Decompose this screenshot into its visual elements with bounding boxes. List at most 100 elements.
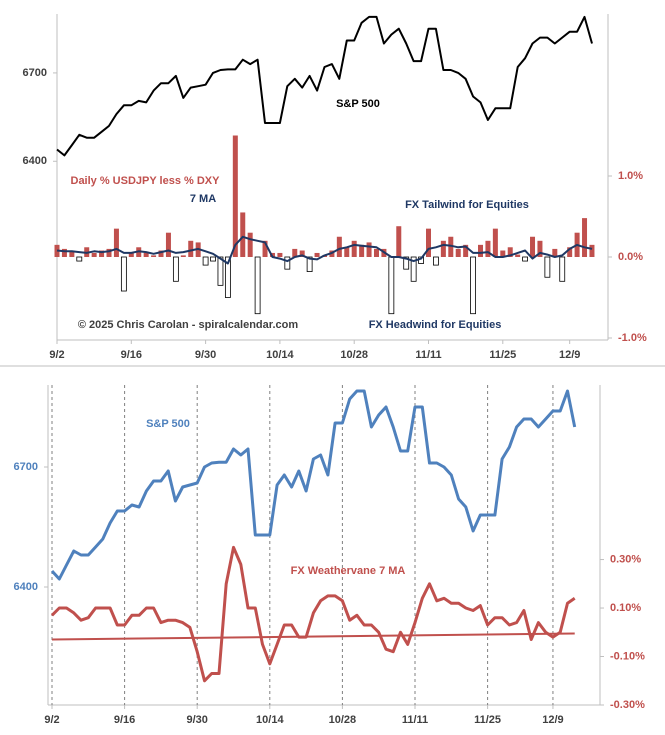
bar [202, 256, 209, 266]
bar [247, 232, 253, 257]
trendline [51, 632, 575, 641]
bar [143, 252, 149, 257]
bar [478, 244, 484, 257]
bar [359, 244, 365, 257]
bar [522, 256, 528, 262]
x-tick-label: 10/14 [256, 714, 284, 726]
bar [485, 240, 491, 257]
x-tick-label: 11/11 [415, 349, 441, 361]
series-line [50, 389, 577, 581]
bar [277, 252, 283, 257]
bar [284, 256, 291, 270]
y-tick-label: 6700 [23, 67, 47, 79]
bar [530, 236, 536, 257]
bar [217, 256, 224, 286]
bar [172, 256, 179, 282]
bar [373, 248, 379, 257]
series-line [56, 235, 593, 265]
annotation: FX Headwind for Equities [369, 319, 502, 331]
bar [61, 248, 67, 257]
bar [448, 236, 454, 257]
x-tick-label: 9/30 [186, 714, 207, 726]
bar [567, 247, 573, 257]
bar [210, 256, 216, 262]
x-tick-label: 9/16 [114, 714, 135, 726]
bar [240, 212, 246, 257]
x-tick-label: 10/14 [266, 349, 294, 361]
y2-tick-label: -1.0% [618, 332, 647, 344]
bar [544, 256, 551, 278]
series-line [56, 15, 593, 157]
bar [128, 252, 134, 257]
x-tick-label: 11/11 [402, 714, 428, 726]
x-tick-label: 11/25 [474, 714, 501, 726]
bar [188, 240, 194, 257]
annotation: © 2025 Chris Carolan - spiralcalendar.co… [78, 319, 298, 331]
bar [582, 218, 588, 257]
bar [470, 256, 476, 315]
bar [232, 135, 238, 257]
y-tick-label: 6400 [23, 155, 47, 167]
bar [559, 256, 566, 282]
bar [106, 248, 112, 257]
x-tick-label: 9/16 [121, 349, 142, 361]
x-tick-label: 9/2 [44, 714, 59, 726]
bar [433, 256, 439, 266]
y2-tick-label: -0.30% [610, 699, 645, 711]
bar [69, 250, 75, 257]
annotation: FX Tailwind for Equities [405, 199, 529, 211]
bar [396, 226, 402, 257]
bar [388, 256, 395, 315]
bar [91, 252, 97, 257]
series-line [50, 545, 576, 683]
bar [589, 244, 595, 257]
x-tick-label: 11/25 [489, 349, 516, 361]
y-tick-label: 6400 [14, 581, 38, 593]
bar [254, 256, 261, 315]
series-label: S&P 500 [336, 98, 380, 110]
bar [262, 240, 268, 257]
y2-tick-label: 0.10% [610, 602, 641, 614]
bar [366, 242, 372, 257]
x-tick-label: 12/9 [542, 714, 563, 726]
series-label: Daily % USDJPY less % DXY [71, 175, 221, 187]
y2-tick-label: 0.0% [618, 251, 643, 263]
bar [492, 228, 498, 257]
bar [76, 256, 83, 262]
y2-tick-label: 1.0% [618, 170, 643, 182]
bar [180, 255, 186, 257]
series-label: FX Weathervane 7 MA [291, 565, 406, 577]
series-label: S&P 500 [146, 418, 190, 430]
bar [344, 247, 350, 257]
bar [120, 256, 127, 292]
bar [403, 256, 410, 270]
y2-tick-label: 0.30% [610, 553, 641, 565]
bar [440, 240, 446, 257]
bar [299, 250, 305, 257]
bar [351, 240, 357, 257]
bar [500, 250, 506, 257]
x-tick-label: 12/9 [559, 349, 580, 361]
bar [426, 228, 431, 257]
bar [515, 254, 521, 257]
x-tick-label: 9/2 [49, 349, 64, 361]
x-tick-label: 9/30 [195, 349, 216, 361]
bar [410, 256, 417, 282]
bar [113, 228, 119, 257]
bar [336, 236, 342, 257]
bar [507, 247, 513, 257]
bar [292, 248, 298, 257]
y-tick-label: 6700 [14, 461, 38, 473]
bar [537, 240, 543, 257]
bar [314, 252, 320, 257]
bar [552, 248, 558, 257]
bar [455, 248, 461, 257]
bar [165, 232, 171, 257]
bar [306, 256, 313, 272]
bar [463, 244, 469, 257]
bar [151, 255, 157, 257]
y2-tick-label: -0.10% [610, 650, 645, 662]
